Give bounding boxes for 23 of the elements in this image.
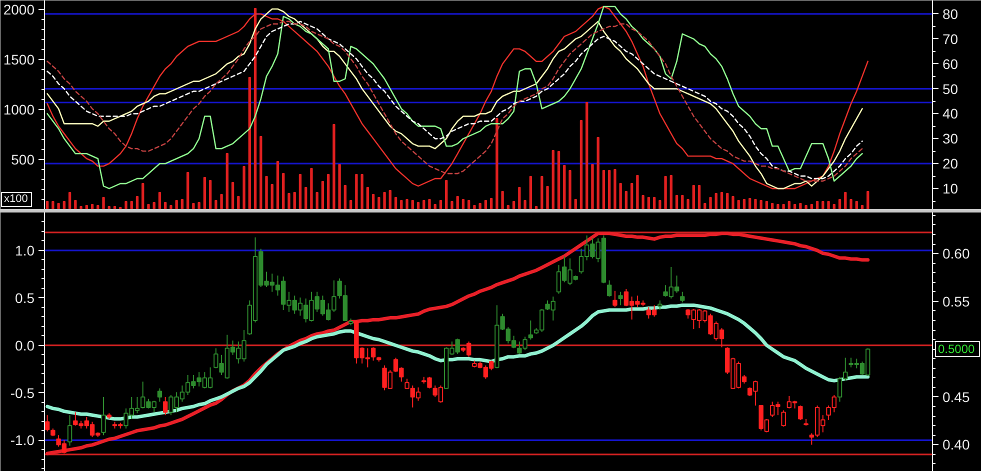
y-tick-label: 2000 [3, 2, 35, 18]
y-axis-title: x100 [4, 193, 28, 206]
y2-tick-label: 40 [942, 106, 958, 122]
y2-tick-label: 0.45 [942, 388, 970, 405]
y-tick-label: 0.0 [15, 337, 35, 354]
y2-tick-label: 0.40 [942, 436, 970, 453]
text: 0.5000 [938, 342, 975, 356]
y-tick-label: 1.0 [15, 242, 35, 258]
y2-tick-label: 10 [942, 180, 958, 197]
y-tick-label: -1.0 [10, 432, 35, 448]
y2-tick-label: 30 [942, 130, 958, 147]
y-tick-label: 1500 [3, 52, 35, 68]
y2-tick-label: 0.60 [942, 246, 970, 262]
y2-tick-label: 20 [942, 156, 958, 172]
y-tick-label: 1000 [3, 102, 35, 118]
y2-tick-label: 70 [942, 30, 958, 47]
y2-tick-label: 50 [942, 80, 958, 97]
y-tick-label: 0.5 [15, 290, 35, 306]
y2-tick-label: 80 [942, 6, 958, 22]
y-tick-label: -0.5 [10, 384, 35, 401]
y2-tick-label: 60 [942, 56, 958, 72]
y2-tick-label: 0.55 [942, 293, 970, 310]
y-tick-label: 500 [11, 152, 35, 168]
